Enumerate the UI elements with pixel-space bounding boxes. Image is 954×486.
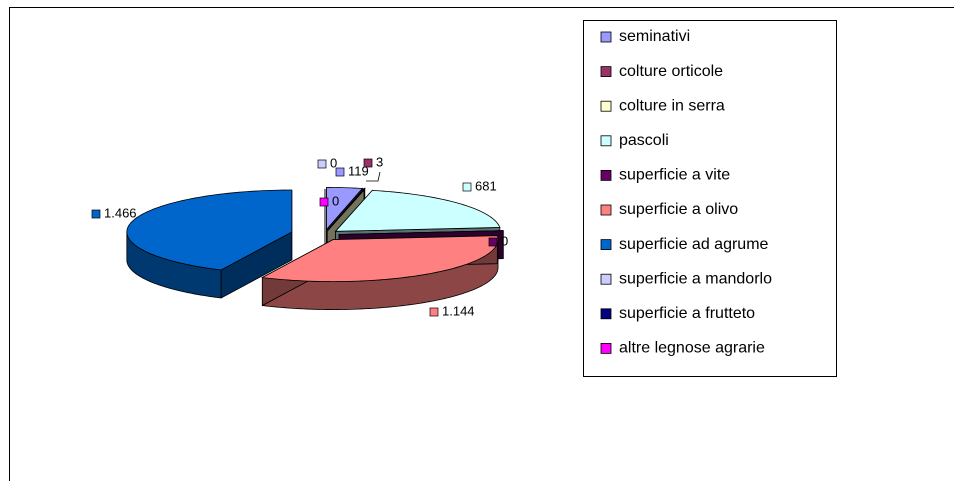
legend-key <box>600 135 612 147</box>
leader-line <box>366 171 381 182</box>
data-label: 1.466 <box>104 205 137 220</box>
legend-label: colture orticole <box>619 63 723 80</box>
slice <box>261 235 499 282</box>
legend-label: superficie a olivo <box>619 201 738 218</box>
data-label: 0 <box>501 233 508 248</box>
legend-label: altre legnose agrarie <box>619 340 765 357</box>
legend-label: superficie ad agrume <box>619 236 769 253</box>
legend <box>583 20 837 377</box>
label-key <box>335 167 345 177</box>
slice <box>126 189 293 271</box>
slice <box>334 189 501 232</box>
legend-key <box>600 66 612 77</box>
legend-label: superficie a vite <box>619 167 730 184</box>
legend-key <box>600 100 612 112</box>
legend-key <box>600 169 612 181</box>
legend-label: pascoli <box>619 132 669 149</box>
data-label: 0 <box>332 193 339 208</box>
slice <box>327 188 366 230</box>
slice <box>326 187 364 231</box>
legend-key <box>600 308 612 320</box>
legend-label: colture in serra <box>619 97 725 114</box>
label-key <box>91 209 101 219</box>
legend-key <box>600 239 612 251</box>
label-key <box>317 159 327 169</box>
legend-label: superficie a mandorlo <box>619 270 772 287</box>
legend-key <box>600 31 612 43</box>
legend-key <box>600 204 612 216</box>
data-label: 681 <box>475 178 497 193</box>
label-key <box>319 197 329 207</box>
legend-label: superficie a frutteto <box>619 305 755 322</box>
label-key <box>363 158 373 168</box>
label-key <box>429 307 439 317</box>
legend-key <box>600 273 612 285</box>
legend-key <box>600 342 612 354</box>
data-label: 0 <box>330 155 337 170</box>
label-key <box>462 182 472 192</box>
legend-label: seminativi <box>619 28 690 45</box>
data-label: 1.144 <box>442 303 475 318</box>
data-label: 119 <box>348 163 369 178</box>
label-key <box>488 237 498 247</box>
data-label: 3 <box>376 154 383 169</box>
